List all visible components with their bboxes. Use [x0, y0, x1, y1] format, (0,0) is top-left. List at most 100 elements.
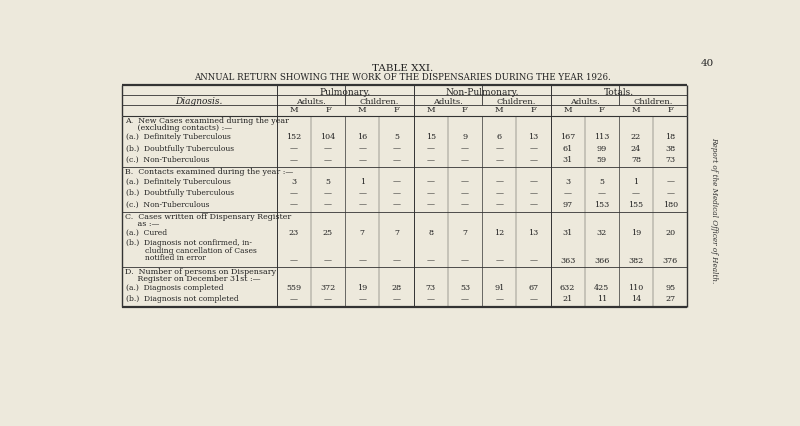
Text: —: — — [530, 256, 538, 265]
Text: 3: 3 — [291, 178, 296, 186]
Text: 3: 3 — [565, 178, 570, 186]
Text: —: — — [426, 256, 434, 265]
Text: —: — — [358, 296, 366, 303]
Text: 32: 32 — [597, 229, 607, 237]
Text: 14: 14 — [631, 296, 642, 303]
Text: M: M — [495, 106, 503, 115]
Text: —: — — [530, 144, 538, 153]
Text: 153: 153 — [594, 201, 610, 209]
Text: 167: 167 — [560, 133, 575, 141]
Text: —: — — [461, 189, 469, 197]
Text: F: F — [530, 106, 536, 115]
Text: —: — — [426, 178, 434, 186]
Text: 28: 28 — [391, 284, 402, 292]
Text: —: — — [461, 201, 469, 209]
Text: 40: 40 — [700, 59, 714, 68]
Text: Children.: Children. — [360, 98, 399, 106]
Text: —: — — [530, 178, 538, 186]
Text: —: — — [358, 256, 366, 265]
Text: —: — — [358, 189, 366, 197]
Text: —: — — [290, 156, 298, 164]
Text: (excluding contacts) :—: (excluding contacts) :— — [125, 124, 232, 132]
Text: 73: 73 — [666, 156, 675, 164]
Text: (c.)  Non-Tuberculous: (c.) Non-Tuberculous — [126, 156, 209, 164]
Text: 21: 21 — [562, 296, 573, 303]
Text: 1: 1 — [360, 178, 365, 186]
Text: 155: 155 — [629, 201, 644, 209]
Text: —: — — [495, 256, 503, 265]
Text: (b.)  Diagnosis not confirmed, in-: (b.) Diagnosis not confirmed, in- — [126, 239, 251, 247]
Text: —: — — [393, 178, 401, 186]
Text: —: — — [324, 296, 332, 303]
Text: 113: 113 — [594, 133, 610, 141]
Text: 31: 31 — [562, 156, 573, 164]
Text: (b.)  Doubtfully Tuberculous: (b.) Doubtfully Tuberculous — [126, 189, 234, 197]
Text: cluding cancellation of Cases: cluding cancellation of Cases — [126, 247, 257, 255]
Text: —: — — [666, 189, 674, 197]
Text: Totals.: Totals. — [604, 88, 634, 97]
Text: —: — — [598, 189, 606, 197]
Text: (a.)  Definitely Tuberculous: (a.) Definitely Tuberculous — [126, 133, 230, 141]
Text: 5: 5 — [326, 178, 330, 186]
Text: —: — — [393, 201, 401, 209]
Text: —: — — [426, 201, 434, 209]
Text: F: F — [667, 106, 674, 115]
Text: —: — — [461, 178, 469, 186]
Text: 31: 31 — [562, 229, 573, 237]
Text: 9: 9 — [462, 133, 467, 141]
Text: 16: 16 — [357, 133, 367, 141]
Text: —: — — [393, 296, 401, 303]
Text: 53: 53 — [460, 284, 470, 292]
Text: —: — — [495, 296, 503, 303]
Text: (b.)  Diagnosis not completed: (b.) Diagnosis not completed — [126, 296, 238, 303]
Text: —: — — [495, 189, 503, 197]
Text: —: — — [632, 189, 640, 197]
Text: (a.)  Definitely Tuberculous: (a.) Definitely Tuberculous — [126, 178, 230, 186]
Text: —: — — [461, 296, 469, 303]
Text: Adults.: Adults. — [570, 98, 600, 106]
Text: M: M — [563, 106, 572, 115]
Text: —: — — [393, 144, 401, 153]
Text: 5: 5 — [394, 133, 399, 141]
Text: 372: 372 — [321, 284, 336, 292]
Text: —: — — [530, 201, 538, 209]
Text: (a.)  Diagnosis completed: (a.) Diagnosis completed — [126, 284, 223, 292]
Text: 19: 19 — [357, 284, 367, 292]
Text: —: — — [324, 156, 332, 164]
Text: —: — — [530, 156, 538, 164]
Text: (b.)  Doubtfully Tuberculous: (b.) Doubtfully Tuberculous — [126, 144, 234, 153]
Text: 425: 425 — [594, 284, 610, 292]
Text: 91: 91 — [494, 284, 504, 292]
Text: 6: 6 — [497, 133, 502, 141]
Text: 59: 59 — [597, 156, 607, 164]
Text: 38: 38 — [666, 144, 675, 153]
Text: 110: 110 — [629, 284, 644, 292]
Text: 363: 363 — [560, 256, 575, 265]
Text: 13: 13 — [528, 133, 538, 141]
Text: C.  Cases written off Dispensary Register: C. Cases written off Dispensary Register — [125, 213, 291, 221]
Text: 97: 97 — [562, 201, 573, 209]
Text: 632: 632 — [560, 284, 575, 292]
Text: —: — — [358, 201, 366, 209]
Text: —: — — [495, 178, 503, 186]
Text: —: — — [393, 156, 401, 164]
Text: F: F — [462, 106, 468, 115]
Text: A.  New Cases examined during the year: A. New Cases examined during the year — [125, 117, 289, 125]
Text: —: — — [324, 256, 332, 265]
Text: —: — — [495, 201, 503, 209]
Text: 15: 15 — [426, 133, 436, 141]
Text: 382: 382 — [629, 256, 644, 265]
Text: 13: 13 — [528, 229, 538, 237]
Text: —: — — [324, 201, 332, 209]
Text: —: — — [358, 144, 366, 153]
Text: ANNUAL RETURN SHOWING THE WORK OF THE DISPENSARIES DURING THE YEAR 1926.: ANNUAL RETURN SHOWING THE WORK OF THE DI… — [194, 73, 610, 82]
Text: —: — — [495, 144, 503, 153]
Text: 73: 73 — [426, 284, 436, 292]
Text: —: — — [290, 296, 298, 303]
Text: 12: 12 — [494, 229, 504, 237]
Text: 61: 61 — [562, 144, 573, 153]
Text: (c.)  Non-Tuberculous: (c.) Non-Tuberculous — [126, 201, 209, 209]
Text: 7: 7 — [462, 229, 467, 237]
Text: —: — — [495, 156, 503, 164]
Text: 19: 19 — [631, 229, 642, 237]
